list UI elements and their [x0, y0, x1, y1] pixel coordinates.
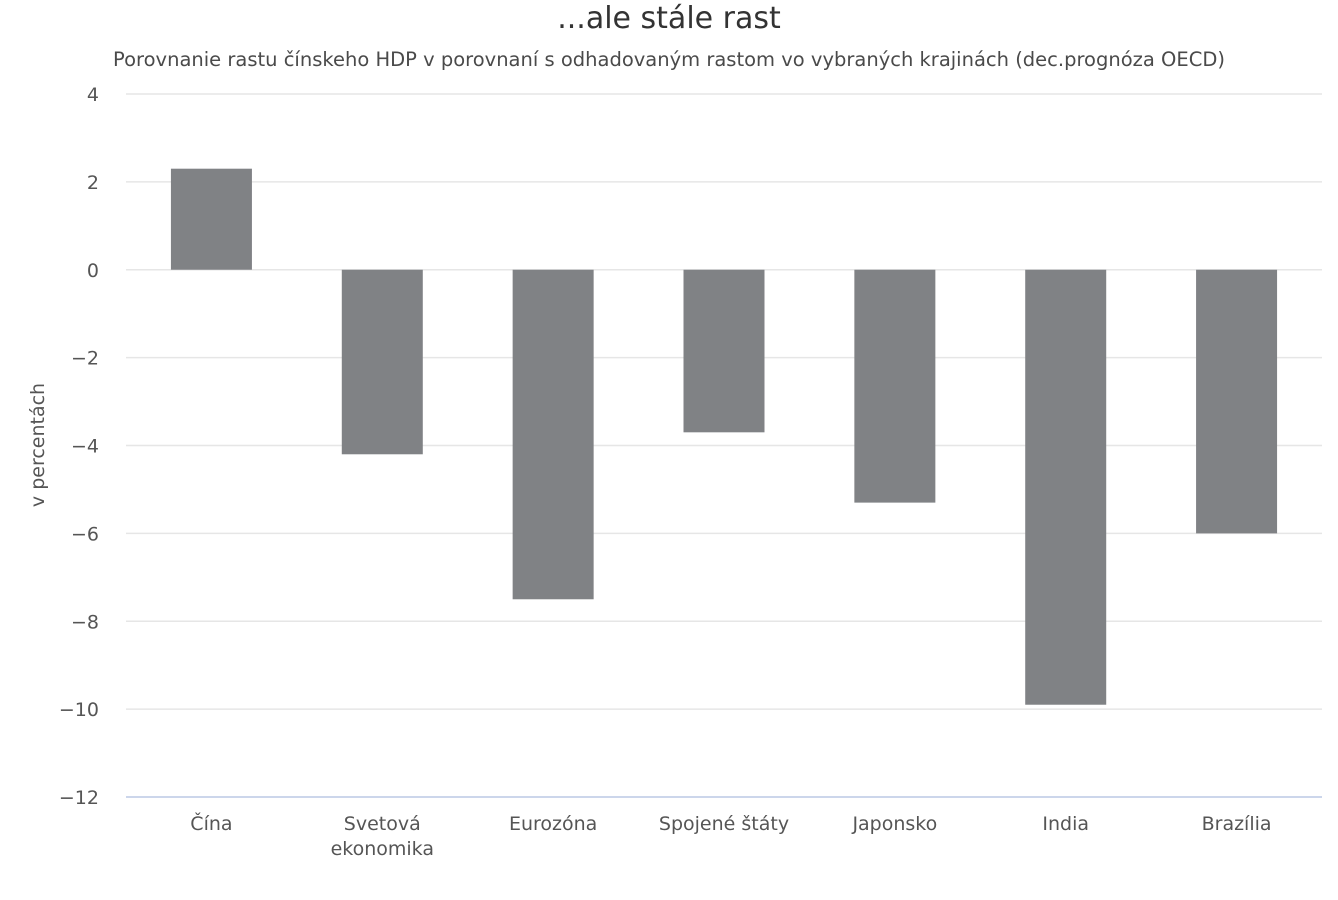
x-category-label: Brazília — [1202, 813, 1272, 835]
x-axis-categories: Čína Svetová ekonomika Eurozóna Spojené štát… — [190, 811, 1271, 860]
y-tick-label: −4 — [71, 436, 99, 458]
bar — [170, 168, 252, 270]
bar — [512, 269, 594, 600]
y-tick-label: −12 — [59, 787, 99, 809]
x-category-label: Spojené štáty — [659, 813, 789, 835]
y-tick-label: −8 — [71, 611, 99, 633]
gridlines — [126, 93, 1322, 798]
y-tick-label: −6 — [71, 523, 99, 545]
y-tick-label: −10 — [59, 699, 99, 721]
bars — [170, 168, 1278, 705]
y-axis-ticks: 4 2 0 −2 −4 −6 −8 −10 −12 — [59, 84, 99, 809]
bar — [341, 269, 423, 455]
chart-title: ...ale stále rast — [557, 1, 781, 36]
y-tick-label: 0 — [87, 260, 99, 282]
x-category-label: Čína — [190, 811, 232, 835]
bar — [1196, 269, 1278, 534]
x-category-label: Svetová ekonomika — [331, 813, 434, 860]
y-tick-label: 4 — [87, 84, 99, 106]
chart-subtitle: Porovnanie rastu čínskeho HDP v porovnan… — [113, 48, 1225, 71]
x-category-label: India — [1042, 813, 1089, 835]
bar — [1025, 269, 1107, 705]
x-category-label: Japonsko — [851, 813, 937, 835]
bar — [683, 269, 765, 433]
y-axis-title: v percentách — [27, 383, 49, 507]
y-tick-label: 2 — [87, 172, 99, 194]
y-tick-label: −2 — [71, 348, 99, 370]
x-category-label: Eurozóna — [509, 813, 597, 835]
bar — [854, 269, 936, 503]
